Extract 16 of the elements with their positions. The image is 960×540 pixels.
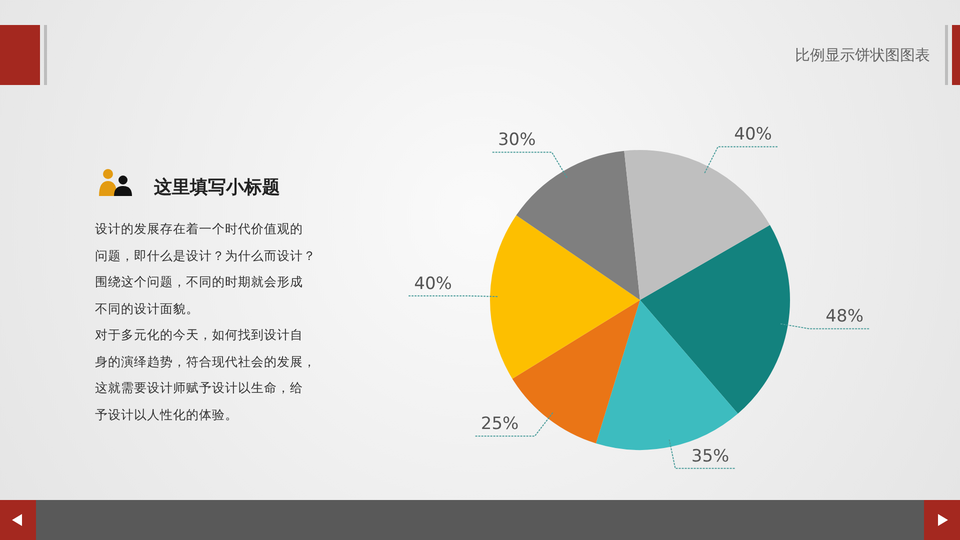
text: 这里填写小标题	[154, 176, 280, 199]
text: 对于多元化的今天，如何找到设计自	[95, 326, 304, 344]
data-label: 30%	[498, 130, 536, 150]
text: 身的演绎趋势，符合现代社会的发展，	[95, 352, 316, 370]
text: 问题，即什么是设计？为什么而设计？	[95, 246, 316, 264]
text: 围绕这个问题，不同的时期就会形成	[95, 273, 304, 291]
data-label: 40%	[414, 274, 452, 294]
data-label: 40%	[734, 124, 772, 145]
text: 设计的发展存在着一个时代价值观的	[95, 220, 304, 238]
text: 这就需要设计师赋予设计以生命，给	[95, 379, 304, 397]
chart-title: 比例显示饼状图图表	[795, 46, 930, 65]
text: 予设计以人性化的体验。	[95, 406, 239, 424]
text: 不同的设计面貌。	[95, 300, 200, 318]
data-label: 35%	[691, 446, 730, 466]
data-label: 48%	[826, 306, 864, 327]
data-label: 25%	[480, 414, 519, 434]
